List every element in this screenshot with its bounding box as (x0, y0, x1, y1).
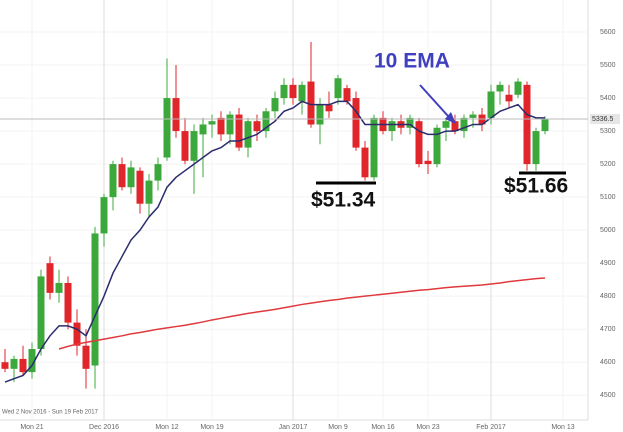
candle-body (136, 170, 144, 204)
candle-body (334, 78, 342, 99)
y-tick-label: 4600 (600, 359, 616, 366)
x-tick-label: Mon 13 (551, 424, 574, 431)
candle-body (244, 121, 252, 148)
y-tick-label: 5000 (600, 227, 616, 234)
y-tick-label: 5100 (600, 194, 616, 201)
candle-body (388, 121, 396, 132)
candle-body (496, 84, 504, 92)
x-tick-label: Feb 2017 (476, 424, 506, 431)
candle-body (280, 84, 288, 99)
last-price-label: 5336.5 (592, 116, 614, 123)
y-tick-label: 5600 (600, 29, 616, 36)
y-tick-label: 5200 (600, 161, 616, 168)
indicator-line (58, 277, 546, 350)
indicator-line (4, 100, 545, 383)
candle-body (505, 94, 513, 102)
candle-body (370, 117, 378, 178)
annotation: $51.34 (311, 189, 376, 212)
candle-body (145, 180, 153, 204)
candle-body (1, 362, 9, 369)
candle-body (262, 111, 270, 132)
candle-body (523, 84, 531, 165)
candle-body (10, 358, 18, 369)
annotation-arrowhead (445, 112, 456, 124)
candle-body (118, 164, 126, 188)
candle-body (415, 121, 423, 165)
candle-body (469, 114, 477, 118)
x-tick-label: Mon 23 (416, 424, 439, 431)
candle-body (325, 104, 333, 112)
candle-body (235, 114, 243, 148)
candle-body (109, 164, 117, 198)
candle-body (514, 81, 522, 95)
y-tick-label: 5400 (600, 95, 616, 102)
candle-body (406, 117, 414, 128)
y-tick-label: 4500 (600, 392, 616, 399)
candle-body (307, 81, 315, 125)
candle-body (298, 84, 306, 102)
candle-body (343, 88, 351, 102)
candle-body (199, 124, 207, 135)
annotation: 10 EMA (374, 50, 450, 73)
candle-body (127, 167, 135, 188)
x-tick-label: Mon 19 (200, 424, 223, 431)
candle-body (19, 358, 27, 373)
candle-body (100, 197, 108, 234)
candle-body (163, 98, 171, 158)
x-tick-label: Mon 16 (371, 424, 394, 431)
candle-body (217, 117, 225, 135)
candle-body (55, 282, 63, 293)
candle-body (46, 263, 54, 293)
x-tick-label: Mon 9 (328, 424, 348, 431)
annotation: $51.66 (504, 175, 568, 198)
candle-body (91, 233, 99, 366)
candle-body (541, 119, 549, 132)
candle-body (64, 282, 72, 323)
candle-body (226, 114, 234, 135)
candle-body (433, 127, 441, 165)
candle-body (253, 121, 261, 132)
candle-body (451, 121, 459, 132)
annotation-arrow (419, 84, 449, 117)
candle-body (181, 131, 189, 161)
candle-body (154, 164, 162, 181)
x-tick-label: Mon 21 (20, 424, 43, 431)
candle-body (172, 98, 180, 132)
candle-body (352, 98, 360, 148)
candle-body (208, 121, 216, 125)
candle-body (460, 117, 468, 132)
x-tick-label: Jan 2017 (279, 424, 308, 431)
candle-body (190, 131, 198, 161)
candle-body (28, 349, 36, 373)
candle-body (361, 147, 369, 178)
candle-body (37, 276, 45, 350)
last-price-box (590, 114, 620, 125)
candle-body (271, 98, 279, 112)
candle-body (73, 322, 81, 346)
x-tick-label: Mon 12 (155, 424, 178, 431)
x-tick-label: Dec 2016 (89, 424, 119, 431)
y-tick-label: 5300 (600, 128, 616, 135)
y-tick-label: 4900 (600, 260, 616, 267)
y-tick-label: 5500 (600, 62, 616, 69)
candle-body (82, 345, 90, 369)
candle-body (532, 131, 540, 165)
candle-body (424, 160, 432, 165)
candle-body (316, 104, 324, 125)
y-tick-label: 4700 (600, 326, 616, 333)
y-tick-label: 4800 (600, 293, 616, 300)
candle-body (487, 91, 495, 118)
candle-body (442, 121, 450, 128)
date-range: Wed 2 Nov 2016 - Sun 19 Feb 2017 (2, 410, 99, 416)
candle-body (289, 84, 297, 99)
